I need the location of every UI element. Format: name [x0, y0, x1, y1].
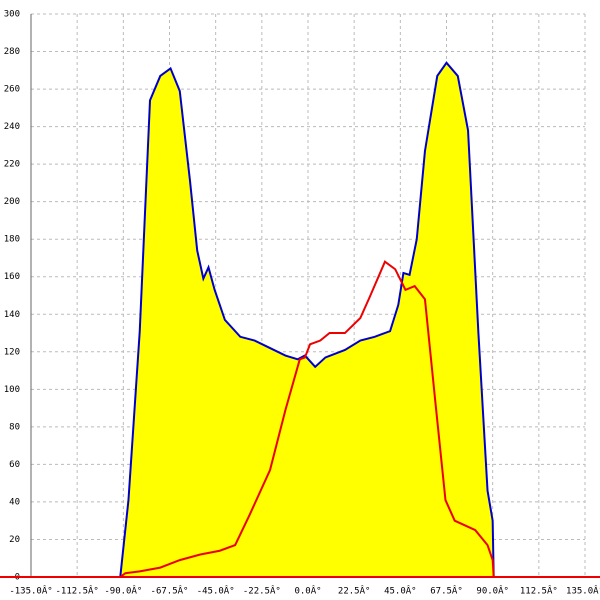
x-tick-label: -67.5Â°: [151, 585, 189, 597]
y-tick-label: 20: [9, 535, 20, 545]
y-tick-label: 300: [4, 10, 20, 20]
y-tick-label: 240: [4, 122, 20, 132]
y-tick-label: 280: [4, 47, 20, 57]
y-tick-label: 40: [9, 497, 20, 507]
y-tick-label: 120: [4, 347, 20, 357]
x-tick-label: -135.0Â°: [9, 585, 52, 597]
y-tick-label: 200: [4, 197, 20, 207]
y-tick-label: 60: [9, 460, 20, 470]
x-tick-label: 112.5Â°: [520, 585, 558, 597]
series-line: [119, 260, 495, 578]
y-tick-label: 80: [9, 422, 20, 432]
y-tick-label: 180: [4, 235, 20, 245]
x-tick-label: -90.0Â°: [104, 585, 142, 597]
x-tick-label: 45.0Â°: [384, 585, 417, 597]
y-tick-label: 140: [4, 310, 20, 320]
series-line: [119, 61, 495, 578]
x-tick-label: -45.0Â°: [197, 585, 235, 597]
y-tick-label: 160: [4, 272, 20, 282]
x-tick-label: 90.0Â°: [476, 585, 509, 597]
x-tick-label: 67.5Â°: [430, 585, 463, 597]
x-tick-label: 0.0Â°: [294, 585, 321, 597]
x-tick-label: -22.5Â°: [243, 585, 281, 597]
y-tick-label: 220: [4, 160, 20, 170]
x-tick-label: -112.5Â°: [55, 585, 98, 597]
y-tick-label: 260: [4, 85, 20, 95]
area-fill: [120, 62, 494, 577]
x-tick-label: 22.5Â°: [338, 585, 371, 597]
x-tick-label: 135.0Â°: [566, 585, 600, 597]
y-tick-label: 100: [4, 385, 20, 395]
